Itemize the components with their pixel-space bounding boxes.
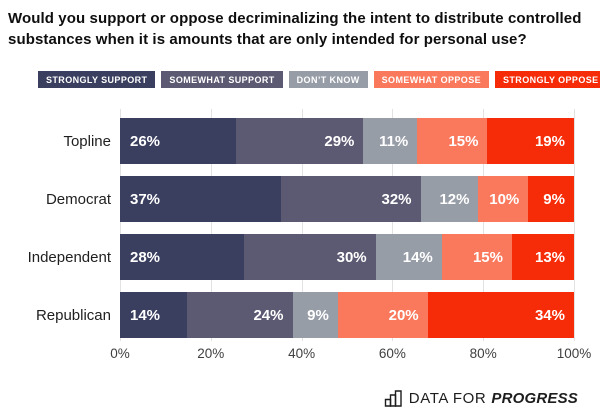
bar-segment: 9% (292, 292, 338, 338)
segment-value-label: 19% (534, 132, 565, 150)
legend-chip: STRONGLY OPPOSE (495, 71, 600, 88)
data-for-progress-brand: DATA FOR PROGRESS (384, 390, 578, 407)
x-axis-tick: 80% (469, 346, 497, 361)
segment-value-label: 29% (324, 132, 355, 150)
segment-value-label: 12% (439, 190, 470, 208)
bar-segment: 26% (120, 118, 237, 164)
legend-chip: SOMEWHAT OPPOSE (373, 71, 489, 88)
gridline (574, 109, 575, 341)
segment-value-label: 11% (379, 132, 409, 150)
x-axis-tick: 0% (110, 346, 130, 361)
bar-segment: 14% (375, 234, 442, 280)
legend-chip: STRONGLY SUPPORT (38, 71, 156, 88)
segment-value-label: 26% (130, 132, 161, 150)
bar-segment: 29% (236, 118, 364, 164)
stacked-bar-chart: Topline 26% 29% 11% 15% 19% Democrat 37% 32% 12% 1… (0, 109, 600, 368)
bar-segment: 15% (417, 118, 488, 164)
stacked-bar: 14% 24% 9% 20% 34% (120, 292, 574, 338)
segment-value-label: 9% (307, 306, 329, 324)
bar-segment: 15% (441, 234, 512, 280)
gridlines (120, 109, 575, 341)
bar-segment: 28% (120, 234, 245, 280)
bar-segment: 9% (528, 176, 574, 222)
chart-row: Topline 26% 29% 11% 15% 19% (0, 118, 600, 164)
bar-chart-logo-icon (384, 390, 403, 407)
legend-chip: DON’T KNOW (288, 71, 368, 88)
bar-segment: 19% (487, 118, 574, 164)
stacked-bar: 28% 30% 14% 15% 13% (120, 234, 575, 280)
segment-value-label: 34% (534, 306, 565, 324)
brand-text-bold: PROGRESS (491, 390, 578, 407)
segment-value-label: 32% (381, 190, 412, 208)
bar-segment: 32% (280, 176, 421, 222)
gridline (483, 109, 485, 341)
bar-segment: 11% (363, 118, 418, 164)
chart-question-title: Would you support or oppose decriminaliz… (8, 10, 582, 48)
chart-row: Republican 14% 24% 9% 20% 34% (0, 292, 600, 338)
row-label: Topline (63, 132, 111, 150)
segment-value-label: 20% (388, 306, 419, 324)
segment-value-label: 24% (253, 306, 284, 324)
bar-segment: 20% (337, 292, 428, 338)
row-label: Democrat (45, 190, 111, 208)
legend: STRONGLY SUPPORT SOMEWHAT SUPPORT DON’T KN… (38, 71, 600, 88)
segment-value-label: 28% (130, 248, 161, 266)
segment-value-label: 37% (130, 190, 161, 208)
x-axis-tick: 100% (556, 346, 592, 361)
brand-text-regular: DATA FOR (408, 390, 487, 407)
segment-value-label: 10% (489, 190, 520, 208)
chart-row: Independent 28% 30% 14% 15% 13% (0, 234, 600, 280)
stacked-bar: 26% 29% 11% 15% 19% (120, 118, 574, 164)
gridline (120, 109, 121, 341)
row-label: Independent (27, 248, 111, 266)
segment-value-label: 9% (543, 190, 565, 208)
chart-row: Democrat 37% 32% 12% 10% 9% (0, 176, 600, 222)
gridline (392, 109, 394, 341)
brand-text: DATA FOR PROGRESS (409, 390, 578, 407)
bar-segment: 10% (478, 176, 529, 222)
chart-rows: Topline 26% 29% 11% 15% 19% Democrat 37% 32% 12% 1… (0, 109, 600, 341)
row-label: Republican (35, 306, 111, 324)
segment-value-label: 15% (448, 132, 479, 150)
bar-segment: 24% (186, 292, 293, 338)
bar-segment: 34% (427, 292, 574, 338)
segment-value-label: 30% (336, 248, 367, 266)
gridline (210, 109, 212, 341)
segment-value-label: 14% (130, 306, 161, 324)
bar-segment: 12% (420, 176, 479, 222)
bar-segment: 37% (120, 176, 281, 222)
bar-segment: 13% (511, 234, 575, 280)
segment-value-label: 13% (534, 248, 566, 266)
x-axis-tick: 20% (197, 346, 225, 361)
x-axis: 0% 20% 40% 60% 80% 100% (110, 346, 591, 368)
gridline (301, 109, 303, 341)
segment-value-label: 14% (402, 248, 433, 266)
x-axis-tick: 60% (378, 346, 406, 361)
bar-segment: 30% (244, 234, 376, 280)
segment-value-label: 15% (472, 248, 503, 266)
x-axis-tick: 40% (288, 346, 316, 361)
stacked-bar: 37% 32% 12% 10% 9% (120, 176, 574, 222)
bar-segment: 14% (120, 292, 187, 338)
legend-chip: SOMEWHAT SUPPORT (161, 71, 283, 88)
